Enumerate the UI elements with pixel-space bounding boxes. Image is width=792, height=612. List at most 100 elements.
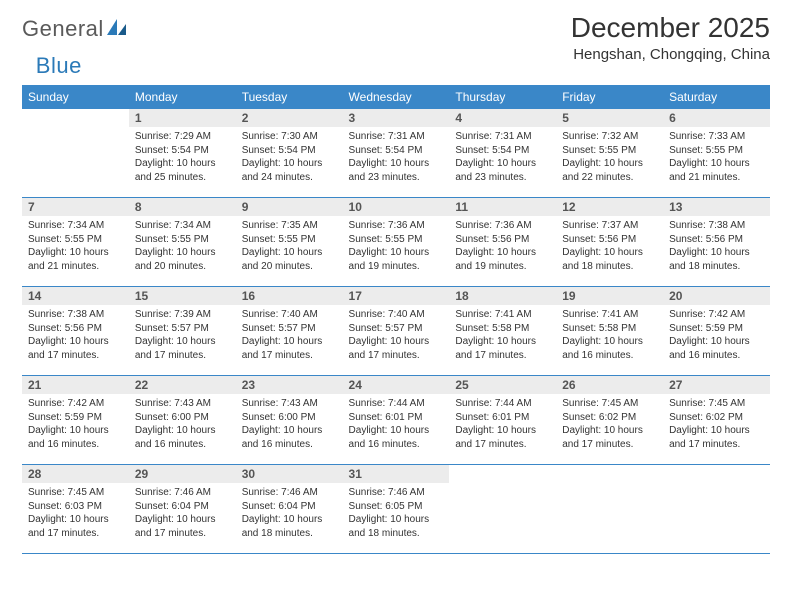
- daylight-text: Daylight: 10 hours and 23 minutes.: [349, 157, 444, 184]
- calendar-cell: [663, 465, 770, 554]
- sunrise-text: Sunrise: 7:35 AM: [242, 219, 337, 233]
- day-content: Sunrise: 7:46 AMSunset: 6:05 PMDaylight:…: [343, 483, 450, 548]
- calendar-cell: 26Sunrise: 7:45 AMSunset: 6:02 PMDayligh…: [556, 376, 663, 465]
- day-number: 6: [663, 109, 770, 127]
- calendar-cell: 16Sunrise: 7:40 AMSunset: 5:57 PMDayligh…: [236, 287, 343, 376]
- calendar-row: 14Sunrise: 7:38 AMSunset: 5:56 PMDayligh…: [22, 287, 770, 376]
- sunset-text: Sunset: 5:54 PM: [242, 144, 337, 158]
- daylight-text: Daylight: 10 hours and 23 minutes.: [455, 157, 550, 184]
- day-number: 2: [236, 109, 343, 127]
- daylight-text: Daylight: 10 hours and 16 minutes.: [669, 335, 764, 362]
- sunrise-text: Sunrise: 7:44 AM: [455, 397, 550, 411]
- sunset-text: Sunset: 6:04 PM: [135, 500, 230, 514]
- calendar-cell: 27Sunrise: 7:45 AMSunset: 6:02 PMDayligh…: [663, 376, 770, 465]
- sunrise-text: Sunrise: 7:30 AM: [242, 130, 337, 144]
- calendar-cell: 3Sunrise: 7:31 AMSunset: 5:54 PMDaylight…: [343, 109, 450, 198]
- day-content: Sunrise: 7:45 AMSunset: 6:02 PMDaylight:…: [556, 394, 663, 459]
- daylight-text: Daylight: 10 hours and 18 minutes.: [562, 246, 657, 273]
- sunrise-text: Sunrise: 7:31 AM: [349, 130, 444, 144]
- day-number: 15: [129, 287, 236, 305]
- sunrise-text: Sunrise: 7:45 AM: [28, 486, 123, 500]
- day-content: Sunrise: 7:41 AMSunset: 5:58 PMDaylight:…: [449, 305, 556, 370]
- day-number: 25: [449, 376, 556, 394]
- daylight-text: Daylight: 10 hours and 16 minutes.: [28, 424, 123, 451]
- daylight-text: Daylight: 10 hours and 20 minutes.: [242, 246, 337, 273]
- sunrise-text: Sunrise: 7:40 AM: [242, 308, 337, 322]
- daylight-text: Daylight: 10 hours and 17 minutes.: [242, 335, 337, 362]
- day-number: 28: [22, 465, 129, 483]
- day-number: 19: [556, 287, 663, 305]
- day-content: Sunrise: 7:42 AMSunset: 5:59 PMDaylight:…: [22, 394, 129, 459]
- sunrise-text: Sunrise: 7:42 AM: [28, 397, 123, 411]
- sunset-text: Sunset: 6:03 PM: [28, 500, 123, 514]
- sunset-text: Sunset: 5:55 PM: [28, 233, 123, 247]
- weekday-header: Thursday: [449, 85, 556, 109]
- daylight-text: Daylight: 10 hours and 17 minutes.: [669, 424, 764, 451]
- sunset-text: Sunset: 6:04 PM: [242, 500, 337, 514]
- day-content: Sunrise: 7:40 AMSunset: 5:57 PMDaylight:…: [343, 305, 450, 370]
- daylight-text: Daylight: 10 hours and 17 minutes.: [28, 335, 123, 362]
- logo-word-2: Blue: [36, 53, 82, 79]
- calendar-cell: 15Sunrise: 7:39 AMSunset: 5:57 PMDayligh…: [129, 287, 236, 376]
- day-number: 13: [663, 198, 770, 216]
- day-content: Sunrise: 7:39 AMSunset: 5:57 PMDaylight:…: [129, 305, 236, 370]
- day-content: Sunrise: 7:46 AMSunset: 6:04 PMDaylight:…: [236, 483, 343, 548]
- calendar-cell: 19Sunrise: 7:41 AMSunset: 5:58 PMDayligh…: [556, 287, 663, 376]
- calendar-cell: 4Sunrise: 7:31 AMSunset: 5:54 PMDaylight…: [449, 109, 556, 198]
- daylight-text: Daylight: 10 hours and 17 minutes.: [455, 335, 550, 362]
- day-number: 3: [343, 109, 450, 127]
- calendar-cell: 29Sunrise: 7:46 AMSunset: 6:04 PMDayligh…: [129, 465, 236, 554]
- day-number: 18: [449, 287, 556, 305]
- sunset-text: Sunset: 6:05 PM: [349, 500, 444, 514]
- day-content: Sunrise: 7:36 AMSunset: 5:55 PMDaylight:…: [343, 216, 450, 281]
- sunrise-text: Sunrise: 7:34 AM: [135, 219, 230, 233]
- sunset-text: Sunset: 6:00 PM: [135, 411, 230, 425]
- sunset-text: Sunset: 5:56 PM: [562, 233, 657, 247]
- daylight-text: Daylight: 10 hours and 17 minutes.: [349, 335, 444, 362]
- daylight-text: Daylight: 10 hours and 19 minutes.: [455, 246, 550, 273]
- day-number: 14: [22, 287, 129, 305]
- daylight-text: Daylight: 10 hours and 18 minutes.: [349, 513, 444, 540]
- calendar-cell: 31Sunrise: 7:46 AMSunset: 6:05 PMDayligh…: [343, 465, 450, 554]
- day-number: 29: [129, 465, 236, 483]
- calendar-cell: 22Sunrise: 7:43 AMSunset: 6:00 PMDayligh…: [129, 376, 236, 465]
- day-number: 12: [556, 198, 663, 216]
- day-content: Sunrise: 7:38 AMSunset: 5:56 PMDaylight:…: [663, 216, 770, 281]
- sunrise-text: Sunrise: 7:36 AM: [349, 219, 444, 233]
- sunrise-text: Sunrise: 7:45 AM: [562, 397, 657, 411]
- sunset-text: Sunset: 5:57 PM: [349, 322, 444, 336]
- sunrise-text: Sunrise: 7:29 AM: [135, 130, 230, 144]
- sunrise-text: Sunrise: 7:44 AM: [349, 397, 444, 411]
- day-number: 24: [343, 376, 450, 394]
- sunset-text: Sunset: 5:57 PM: [242, 322, 337, 336]
- sunset-text: Sunset: 6:01 PM: [455, 411, 550, 425]
- sunrise-text: Sunrise: 7:32 AM: [562, 130, 657, 144]
- weekday-header: Friday: [556, 85, 663, 109]
- weekday-header: Monday: [129, 85, 236, 109]
- calendar-cell: 10Sunrise: 7:36 AMSunset: 5:55 PMDayligh…: [343, 198, 450, 287]
- calendar-cell: 9Sunrise: 7:35 AMSunset: 5:55 PMDaylight…: [236, 198, 343, 287]
- sunset-text: Sunset: 5:54 PM: [135, 144, 230, 158]
- weekday-header: Wednesday: [343, 85, 450, 109]
- daylight-text: Daylight: 10 hours and 22 minutes.: [562, 157, 657, 184]
- day-content: Sunrise: 7:31 AMSunset: 5:54 PMDaylight:…: [343, 127, 450, 192]
- daylight-text: Daylight: 10 hours and 17 minutes.: [135, 335, 230, 362]
- day-content: Sunrise: 7:34 AMSunset: 5:55 PMDaylight:…: [22, 216, 129, 281]
- sunrise-text: Sunrise: 7:46 AM: [135, 486, 230, 500]
- weekday-header-row: Sunday Monday Tuesday Wednesday Thursday…: [22, 85, 770, 109]
- calendar-cell: 6Sunrise: 7:33 AMSunset: 5:55 PMDaylight…: [663, 109, 770, 198]
- daylight-text: Daylight: 10 hours and 17 minutes.: [135, 513, 230, 540]
- day-content: Sunrise: 7:41 AMSunset: 5:58 PMDaylight:…: [556, 305, 663, 370]
- daylight-text: Daylight: 10 hours and 16 minutes.: [349, 424, 444, 451]
- sunset-text: Sunset: 5:55 PM: [669, 144, 764, 158]
- daylight-text: Daylight: 10 hours and 17 minutes.: [562, 424, 657, 451]
- sunrise-text: Sunrise: 7:45 AM: [669, 397, 764, 411]
- day-content: Sunrise: 7:46 AMSunset: 6:04 PMDaylight:…: [129, 483, 236, 548]
- sail-icon: [106, 18, 128, 41]
- day-number: 11: [449, 198, 556, 216]
- month-title: December 2025: [571, 12, 770, 44]
- calendar-cell: 11Sunrise: 7:36 AMSunset: 5:56 PMDayligh…: [449, 198, 556, 287]
- daylight-text: Daylight: 10 hours and 16 minutes.: [242, 424, 337, 451]
- calendar-table: Sunday Monday Tuesday Wednesday Thursday…: [22, 85, 770, 554]
- day-content: Sunrise: 7:45 AMSunset: 6:03 PMDaylight:…: [22, 483, 129, 548]
